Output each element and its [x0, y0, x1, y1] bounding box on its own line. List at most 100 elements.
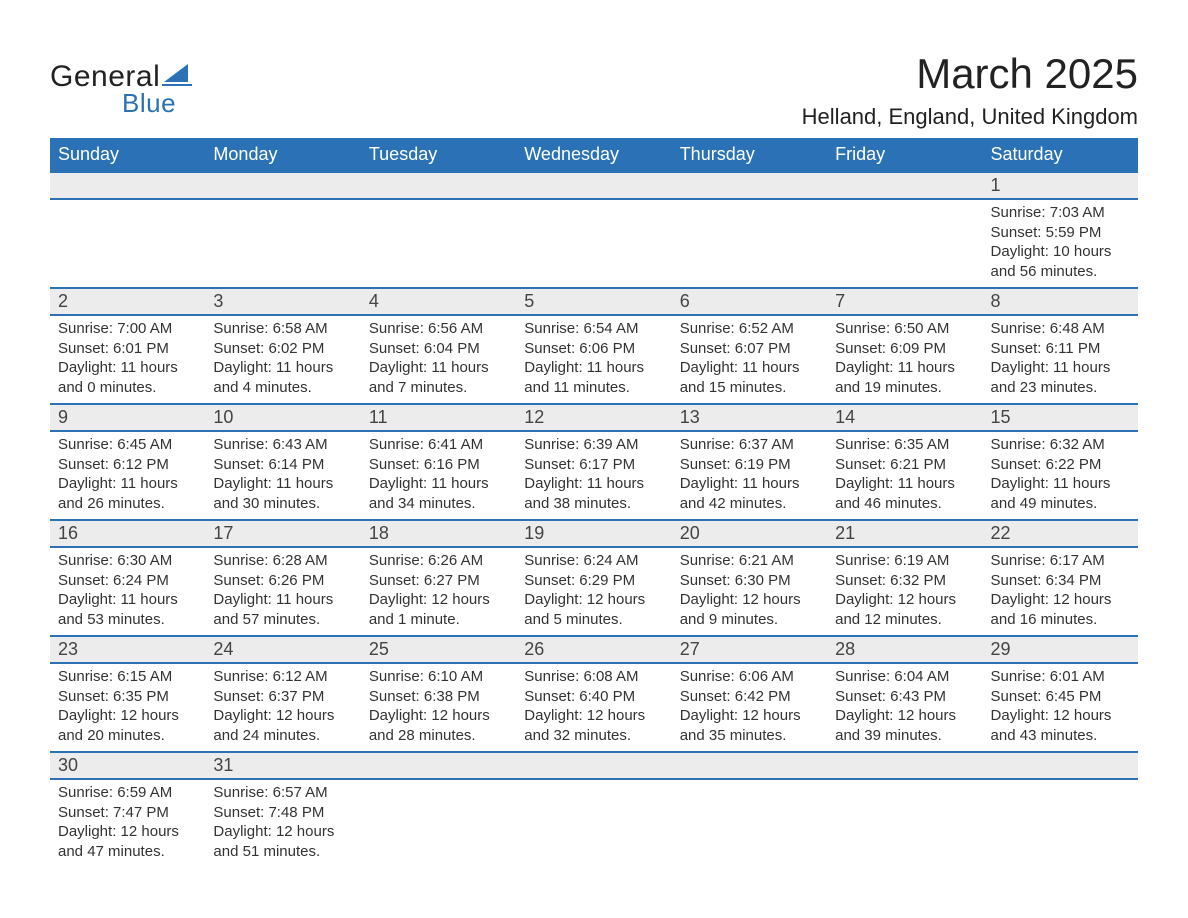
daylight-line: Daylight: 11 hours and 57 minutes. [213, 590, 352, 629]
day-number-cell: 13 [672, 404, 827, 431]
sunset-line: Sunset: 6:09 PM [835, 339, 974, 359]
daylight-line: Daylight: 11 hours and 26 minutes. [58, 474, 197, 513]
day-number-cell: 25 [361, 636, 516, 663]
day-number-cell [827, 752, 982, 779]
sunrise-line: Sunrise: 6:41 AM [369, 435, 508, 455]
logo-sail-icon [162, 62, 192, 91]
sunrise-line: Sunrise: 6:39 AM [524, 435, 663, 455]
daylight-line: Daylight: 12 hours and 9 minutes. [680, 590, 819, 629]
sunset-line: Sunset: 6:06 PM [524, 339, 663, 359]
day-detail-cell: Sunrise: 6:17 AMSunset: 6:34 PMDaylight:… [983, 547, 1138, 636]
sunset-line: Sunset: 6:32 PM [835, 571, 974, 591]
day-number-cell: 12 [516, 404, 671, 431]
daylight-line: Daylight: 11 hours and 4 minutes. [213, 358, 352, 397]
day-number-cell: 4 [361, 288, 516, 315]
dayname-header: Sunday [50, 138, 205, 172]
sunrise-line: Sunrise: 6:01 AM [991, 667, 1130, 687]
daylight-line: Daylight: 12 hours and 35 minutes. [680, 706, 819, 745]
sunset-line: Sunset: 6:40 PM [524, 687, 663, 707]
daylight-line: Daylight: 12 hours and 5 minutes. [524, 590, 663, 629]
day-detail-cell [983, 779, 1138, 867]
day-detail-cell: Sunrise: 6:12 AMSunset: 6:37 PMDaylight:… [205, 663, 360, 752]
sunrise-line: Sunrise: 6:15 AM [58, 667, 197, 687]
sunrise-line: Sunrise: 6:06 AM [680, 667, 819, 687]
day-number-cell: 3 [205, 288, 360, 315]
daylight-line: Daylight: 12 hours and 39 minutes. [835, 706, 974, 745]
day-detail-cell: Sunrise: 6:30 AMSunset: 6:24 PMDaylight:… [50, 547, 205, 636]
week-daynum-row: 9101112131415 [50, 404, 1138, 431]
day-number-cell: 11 [361, 404, 516, 431]
daylight-line: Daylight: 10 hours and 56 minutes. [991, 242, 1130, 281]
sunset-line: Sunset: 6:34 PM [991, 571, 1130, 591]
day-detail-cell [672, 779, 827, 867]
day-detail-cell [516, 199, 671, 288]
daylight-line: Daylight: 12 hours and 32 minutes. [524, 706, 663, 745]
sunset-line: Sunset: 6:30 PM [680, 571, 819, 591]
sunrise-line: Sunrise: 6:50 AM [835, 319, 974, 339]
sunset-line: Sunset: 6:17 PM [524, 455, 663, 475]
daylight-line: Daylight: 11 hours and 46 minutes. [835, 474, 974, 513]
day-detail-cell: Sunrise: 6:58 AMSunset: 6:02 PMDaylight:… [205, 315, 360, 404]
sunset-line: Sunset: 6:02 PM [213, 339, 352, 359]
logo-text-blue: Blue [122, 88, 192, 119]
day-detail-cell: Sunrise: 6:41 AMSunset: 6:16 PMDaylight:… [361, 431, 516, 520]
sunset-line: Sunset: 6:01 PM [58, 339, 197, 359]
day-number-cell: 6 [672, 288, 827, 315]
week-daynum-row: 1 [50, 172, 1138, 199]
daylight-line: Daylight: 12 hours and 28 minutes. [369, 706, 508, 745]
sunrise-line: Sunrise: 6:43 AM [213, 435, 352, 455]
day-detail-cell: Sunrise: 6:26 AMSunset: 6:27 PMDaylight:… [361, 547, 516, 636]
day-number-cell [516, 752, 671, 779]
sunrise-line: Sunrise: 6:35 AM [835, 435, 974, 455]
sunrise-line: Sunrise: 6:08 AM [524, 667, 663, 687]
sunrise-line: Sunrise: 6:52 AM [680, 319, 819, 339]
day-number-cell: 27 [672, 636, 827, 663]
sunrise-line: Sunrise: 6:30 AM [58, 551, 197, 571]
daylight-line: Daylight: 11 hours and 11 minutes. [524, 358, 663, 397]
sunset-line: Sunset: 6:04 PM [369, 339, 508, 359]
week-detail-row: Sunrise: 7:00 AMSunset: 6:01 PMDaylight:… [50, 315, 1138, 404]
sunrise-line: Sunrise: 6:37 AM [680, 435, 819, 455]
sunrise-line: Sunrise: 6:17 AM [991, 551, 1130, 571]
sunrise-line: Sunrise: 6:19 AM [835, 551, 974, 571]
day-detail-cell: Sunrise: 6:59 AMSunset: 7:47 PMDaylight:… [50, 779, 205, 867]
location: Helland, England, United Kingdom [802, 104, 1138, 130]
dayname-header: Tuesday [361, 138, 516, 172]
day-number-cell [672, 172, 827, 199]
day-detail-cell: Sunrise: 6:15 AMSunset: 6:35 PMDaylight:… [50, 663, 205, 752]
sunrise-line: Sunrise: 6:10 AM [369, 667, 508, 687]
daylight-line: Daylight: 12 hours and 20 minutes. [58, 706, 197, 745]
sunrise-line: Sunrise: 6:04 AM [835, 667, 974, 687]
sunset-line: Sunset: 6:24 PM [58, 571, 197, 591]
day-number-cell: 23 [50, 636, 205, 663]
sunrise-line: Sunrise: 7:03 AM [991, 203, 1130, 223]
daylight-line: Daylight: 11 hours and 15 minutes. [680, 358, 819, 397]
week-detail-row: Sunrise: 6:30 AMSunset: 6:24 PMDaylight:… [50, 547, 1138, 636]
day-detail-cell: Sunrise: 6:32 AMSunset: 6:22 PMDaylight:… [983, 431, 1138, 520]
daylight-line: Daylight: 12 hours and 24 minutes. [213, 706, 352, 745]
week-detail-row: Sunrise: 7:03 AMSunset: 5:59 PMDaylight:… [50, 199, 1138, 288]
sunset-line: Sunset: 6:14 PM [213, 455, 352, 475]
sunrise-line: Sunrise: 6:32 AM [991, 435, 1130, 455]
sunrise-line: Sunrise: 6:58 AM [213, 319, 352, 339]
daylight-line: Daylight: 11 hours and 0 minutes. [58, 358, 197, 397]
sunset-line: Sunset: 6:38 PM [369, 687, 508, 707]
day-detail-cell [50, 199, 205, 288]
dayname-header: Thursday [672, 138, 827, 172]
calendar-table: SundayMondayTuesdayWednesdayThursdayFrid… [50, 138, 1138, 867]
day-detail-cell: Sunrise: 6:57 AMSunset: 7:48 PMDaylight:… [205, 779, 360, 867]
day-detail-cell [827, 779, 982, 867]
sunrise-line: Sunrise: 6:12 AM [213, 667, 352, 687]
week-daynum-row: 2345678 [50, 288, 1138, 315]
day-number-cell: 20 [672, 520, 827, 547]
sunset-line: Sunset: 7:48 PM [213, 803, 352, 823]
sunrise-line: Sunrise: 6:45 AM [58, 435, 197, 455]
day-number-cell [50, 172, 205, 199]
day-number-cell: 7 [827, 288, 982, 315]
day-detail-cell: Sunrise: 6:28 AMSunset: 6:26 PMDaylight:… [205, 547, 360, 636]
day-detail-cell: Sunrise: 6:01 AMSunset: 6:45 PMDaylight:… [983, 663, 1138, 752]
day-number-cell: 21 [827, 520, 982, 547]
day-detail-cell: Sunrise: 6:39 AMSunset: 6:17 PMDaylight:… [516, 431, 671, 520]
daylight-line: Daylight: 11 hours and 53 minutes. [58, 590, 197, 629]
header: General Blue March 2025 Helland, England… [50, 50, 1138, 130]
